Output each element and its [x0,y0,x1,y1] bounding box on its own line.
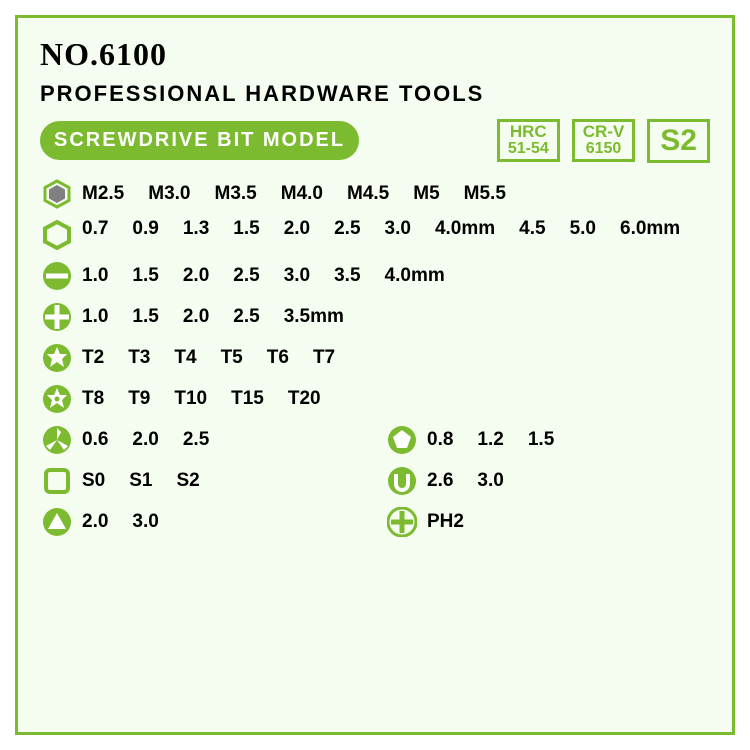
size-value: 0.8 [427,429,453,451]
size-value: 2.0 [82,511,108,533]
size-value: T6 [267,347,289,369]
size-value: 2.0 [183,265,209,287]
hex-solid-icon [40,177,74,211]
vals-ph2: PH2 [427,511,464,533]
size-value: T5 [221,347,243,369]
u-slot-icon [385,464,419,498]
size-value: T20 [288,388,321,410]
phillips-icon [40,300,74,334]
vals-phillips: 1.0 1.5 2.0 2.5 3.5mm [82,306,344,328]
row-dual-2: S0 S1 S2 2.6 3.0 [40,464,710,498]
spec-s2: S2 [647,119,710,163]
size-value: 0.7 [82,218,108,240]
size-value: M4.0 [281,183,323,205]
size-value: 1.5 [132,306,158,328]
size-value: 4.0mm [385,265,445,287]
torx-icon [40,341,74,375]
size-value: T7 [313,347,335,369]
size-value: 4.5 [519,218,545,240]
size-value: 2.5 [334,218,360,240]
size-value: 2.6 [427,470,453,492]
size-value: 1.2 [477,429,503,451]
size-value: 2.0 [132,429,158,451]
model-pill: SCREWDRIVE BIT MODEL [40,121,359,160]
vals-tri: 0.6 2.0 2.5 [82,429,209,451]
size-value: M3.0 [148,183,190,205]
size-value: T8 [82,388,104,410]
size-value: S2 [177,470,200,492]
size-value: 2.5 [183,429,209,451]
size-value: 1.5 [528,429,554,451]
spec-hrc: HRC 51-54 [497,119,560,162]
spec-card: NO.6100 PROFESSIONAL HARDWARE TOOLS SCRE… [15,15,735,735]
vals-square: S0 S1 S2 [82,470,200,492]
size-value: S0 [82,470,105,492]
size-value: 1.5 [132,265,158,287]
flat-icon [40,259,74,293]
row-torx-sec: T8 T9 T10 T15 T20 [40,382,710,416]
size-value: 0.6 [82,429,108,451]
size-value: PH2 [427,511,464,533]
vals-torx-sec: T8 T9 T10 T15 T20 [82,388,321,410]
spec-crv: CR-V 6150 [572,119,636,162]
vals-penta: 0.8 1.2 1.5 [427,429,554,451]
size-value: 3.0 [132,511,158,533]
vals-u: 2.6 3.0 [427,470,504,492]
row-phillips: 1.0 1.5 2.0 2.5 3.5mm [40,300,710,334]
size-value: M5.5 [464,183,506,205]
size-value: 3.0 [284,265,310,287]
row-hex-solid: M2.5 M3.0 M3.5 M4.0 M4.5 M5 M5.5 [40,177,710,211]
row-hex-hollow: 0.7 0.9 1.3 1.5 2.0 2.5 3.0 4.0mm 4.5 5.0 6.0mm [40,218,710,252]
phillips-extra-icon [385,505,419,539]
vals-triangle: 2.0 3.0 [82,511,159,533]
size-value: T9 [128,388,150,410]
size-value: T10 [174,388,207,410]
size-value: M5 [413,183,439,205]
size-value: M4.5 [347,183,389,205]
size-value: 2.5 [233,265,259,287]
row-dual-3: 2.0 3.0 PH2 [40,505,710,539]
row-torx: T2 T3 T4 T5 T6 T7 [40,341,710,375]
size-value: 0.9 [132,218,158,240]
size-value: T4 [174,347,196,369]
size-value: 6.0mm [620,218,680,240]
vals-torx: T2 T3 T4 T5 T6 T7 [82,347,335,369]
pentalobe-icon [385,423,419,457]
size-value: 3.5 [334,265,360,287]
square-icon [40,464,74,498]
vals-hex-solid: M2.5 M3.0 M3.5 M4.0 M4.5 M5 M5.5 [82,183,506,205]
size-value: 2.0 [284,218,310,240]
size-value: 3.5mm [284,306,344,328]
size-value: T15 [231,388,264,410]
hex-hollow-icon [40,218,74,252]
triangle-icon [40,505,74,539]
size-value: 3.0 [385,218,411,240]
size-value: T2 [82,347,104,369]
header-row: SCREWDRIVE BIT MODEL HRC 51-54 CR-V 6150… [40,119,710,163]
size-value: 2.5 [233,306,259,328]
size-value: 2.0 [183,306,209,328]
row-dual-1: 0.6 2.0 2.5 0.8 1.2 1.5 [40,423,710,457]
size-value: 5.0 [570,218,596,240]
size-value: 1.0 [82,265,108,287]
vals-flat: 1.0 1.5 2.0 2.5 3.0 3.5 4.0mm [82,265,445,287]
product-number: NO.6100 [40,36,710,73]
size-value: 1.3 [183,218,209,240]
vals-hex-hollow: 0.7 0.9 1.3 1.5 2.0 2.5 3.0 4.0mm 4.5 5.0 6.0mm [82,218,680,240]
size-value: M3.5 [215,183,257,205]
size-value: T3 [128,347,150,369]
torx-security-icon [40,382,74,416]
size-value: M2.5 [82,183,124,205]
size-value: S1 [129,470,152,492]
size-value: 3.0 [477,470,503,492]
product-subtitle: PROFESSIONAL HARDWARE TOOLS [40,81,710,107]
row-flat: 1.0 1.5 2.0 2.5 3.0 3.5 4.0mm [40,259,710,293]
size-value: 1.5 [233,218,259,240]
size-value: 4.0mm [435,218,495,240]
size-value: 1.0 [82,306,108,328]
triwing-icon [40,423,74,457]
